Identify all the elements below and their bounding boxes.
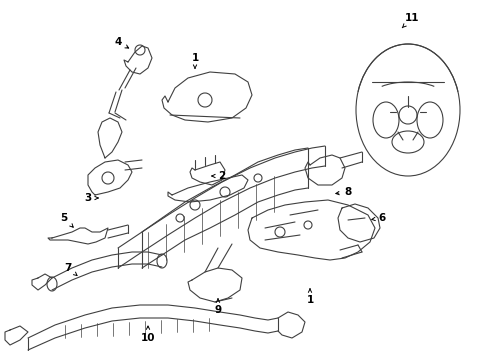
Text: 10: 10	[141, 326, 155, 343]
Text: 3: 3	[84, 193, 98, 203]
Text: 5: 5	[60, 213, 73, 227]
Text: 1: 1	[306, 289, 314, 305]
Text: 6: 6	[372, 213, 386, 223]
Text: 4: 4	[114, 37, 129, 48]
Text: 11: 11	[402, 13, 419, 28]
Text: 1: 1	[192, 53, 198, 69]
Text: 2: 2	[212, 171, 225, 181]
Text: 7: 7	[64, 263, 77, 275]
Text: 9: 9	[215, 299, 221, 315]
Text: 8: 8	[336, 187, 352, 197]
